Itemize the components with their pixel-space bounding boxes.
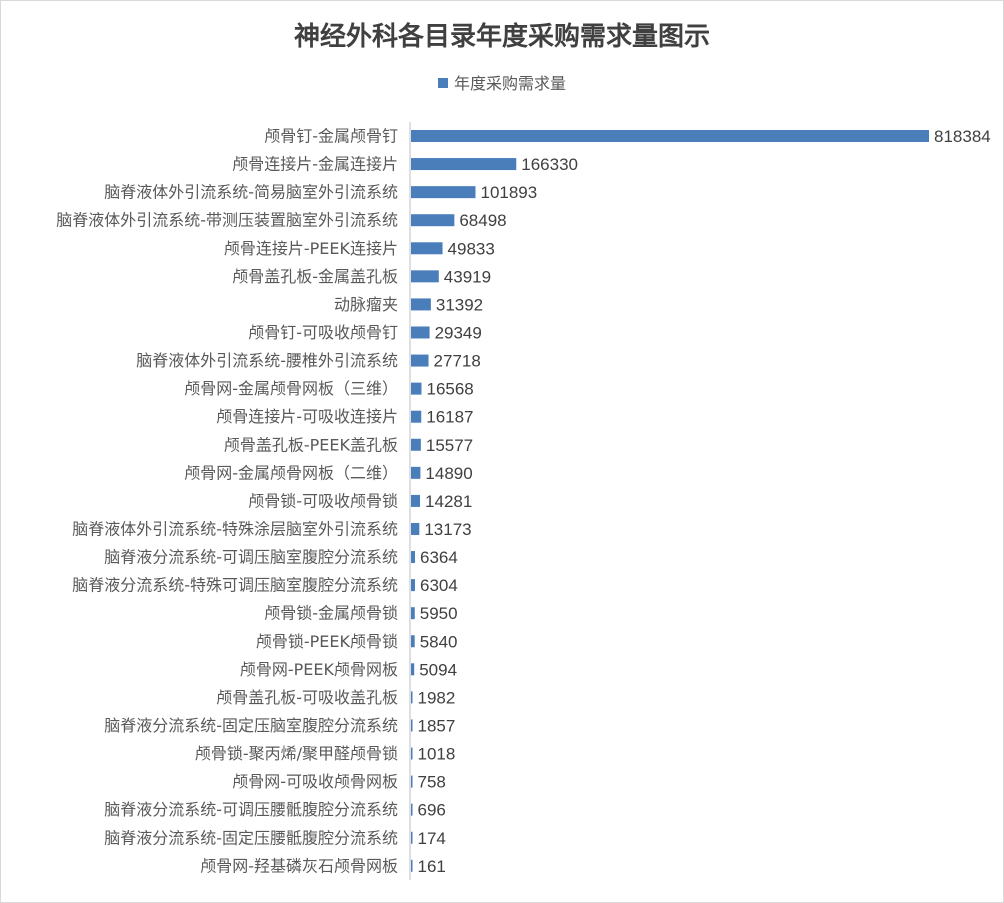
category-label: 脑脊液分流系统-可调压脑室腹腔分流系统 (104, 548, 398, 567)
data-label: 14281 (425, 492, 472, 511)
category-label: 颅骨网-PEEK颅骨网板 (240, 660, 398, 679)
data-label: 1018 (418, 745, 456, 764)
category-label: 颅骨连接片-PEEK连接片 (224, 239, 398, 258)
bar (411, 242, 443, 255)
category-label: 颅骨连接片-可吸收连接片 (216, 407, 398, 426)
legend-swatch (437, 78, 448, 88)
data-label: 49833 (448, 239, 495, 258)
bar (411, 831, 413, 844)
bar (411, 663, 415, 676)
bar (411, 326, 430, 339)
bar (411, 635, 415, 648)
data-label: 758 (418, 773, 446, 792)
data-label: 5950 (420, 604, 458, 623)
category-label: 颅骨锁-聚丙烯/聚甲醛颅骨锁 (195, 744, 398, 763)
category-label: 颅骨网-金属颅骨网板（二维） (184, 463, 398, 482)
category-label: 颅骨锁-金属颅骨锁 (264, 604, 398, 623)
data-label: 1857 (418, 716, 456, 735)
category-label: 脑脊液体外引流系统-带测压装置脑室外引流系统 (56, 211, 398, 230)
category-label: 动脉瘤夹 (334, 295, 398, 314)
data-label: 15577 (426, 436, 473, 455)
data-label: 5094 (419, 660, 457, 679)
category-label: 颅骨钉-金属颅骨钉 (264, 127, 398, 146)
bar (411, 607, 415, 620)
category-label: 脑脊液体外引流系统-简易脑室外引流系统 (104, 183, 398, 202)
data-label: 818384 (934, 127, 991, 146)
data-label: 16187 (426, 408, 473, 427)
bar (411, 494, 421, 507)
bar (411, 859, 413, 872)
data-label: 161 (418, 857, 446, 876)
category-label: 颅骨锁-PEEK颅骨锁 (256, 632, 398, 651)
bar (411, 803, 413, 816)
category-label: 颅骨锁-可吸收颅骨锁 (248, 491, 398, 510)
bar (411, 466, 421, 479)
data-label: 43919 (444, 267, 491, 286)
category-label: 脑脊液体外引流系统-特殊涂层脑室外引流系统 (72, 519, 398, 538)
category-label: 脑脊液分流系统-固定压腰骶腹腔分流系统 (104, 828, 398, 847)
bar (411, 747, 413, 760)
bar (411, 270, 439, 283)
bar (411, 775, 413, 788)
bar (411, 438, 421, 451)
data-label: 68498 (459, 211, 506, 230)
category-label: 脑脊液体外引流系统-腰椎外引流系统 (136, 351, 398, 370)
category-label: 颅骨盖孔板-可吸收盖孔板 (216, 688, 398, 707)
data-label: 174 (418, 829, 446, 848)
category-label: 颅骨盖孔板-金属盖孔板 (232, 267, 398, 286)
data-label: 101893 (480, 183, 537, 202)
data-label: 27718 (434, 352, 481, 371)
category-label: 脑脊液分流系统-固定压脑室腹腔分流系统 (104, 716, 398, 735)
chart-title: 神经外科各目录年度采购需求量图示 (293, 22, 710, 52)
data-label: 14890 (425, 464, 472, 483)
bar (411, 298, 431, 311)
legend-label: 年度采购需求量 (453, 74, 566, 93)
category-label: 颅骨网-可吸收颅骨网板 (232, 772, 398, 791)
data-label: 16568 (426, 380, 473, 399)
bar (411, 522, 420, 535)
category-label: 脑脊液分流系统-可调压腰骶腹腔分流系统 (104, 800, 398, 819)
data-label: 5840 (420, 632, 458, 651)
bar (411, 691, 413, 704)
bar (411, 382, 422, 395)
bar (411, 719, 413, 732)
data-label: 6304 (420, 576, 458, 595)
bar (411, 410, 422, 423)
bar (411, 354, 429, 367)
bar (411, 551, 416, 564)
data-label: 166330 (521, 155, 578, 174)
bar (411, 214, 455, 227)
bar (411, 579, 415, 592)
category-label: 脑脊液分流系统-特殊可调压脑室腹腔分流系统 (72, 576, 398, 595)
data-label: 6364 (420, 548, 458, 567)
data-label: 1982 (418, 688, 456, 707)
category-label: 颅骨网-金属颅骨网板（三维） (184, 379, 398, 398)
category-label: 颅骨盖孔板-PEEK盖孔板 (224, 435, 398, 454)
category-label: 颅骨网-羟基磷灰石颅骨网板 (200, 856, 398, 875)
bar (411, 158, 517, 171)
legend: 年度采购需求量 (0, 70, 1004, 94)
bar (411, 186, 476, 199)
bar (411, 130, 929, 142)
category-label: 颅骨钉-可吸收颅骨钉 (248, 323, 398, 342)
category-label: 颅骨连接片-金属连接片 (232, 155, 398, 174)
data-label: 29349 (435, 323, 482, 342)
data-label: 13173 (424, 520, 471, 539)
data-label: 31392 (436, 295, 483, 314)
data-label: 696 (418, 801, 446, 820)
